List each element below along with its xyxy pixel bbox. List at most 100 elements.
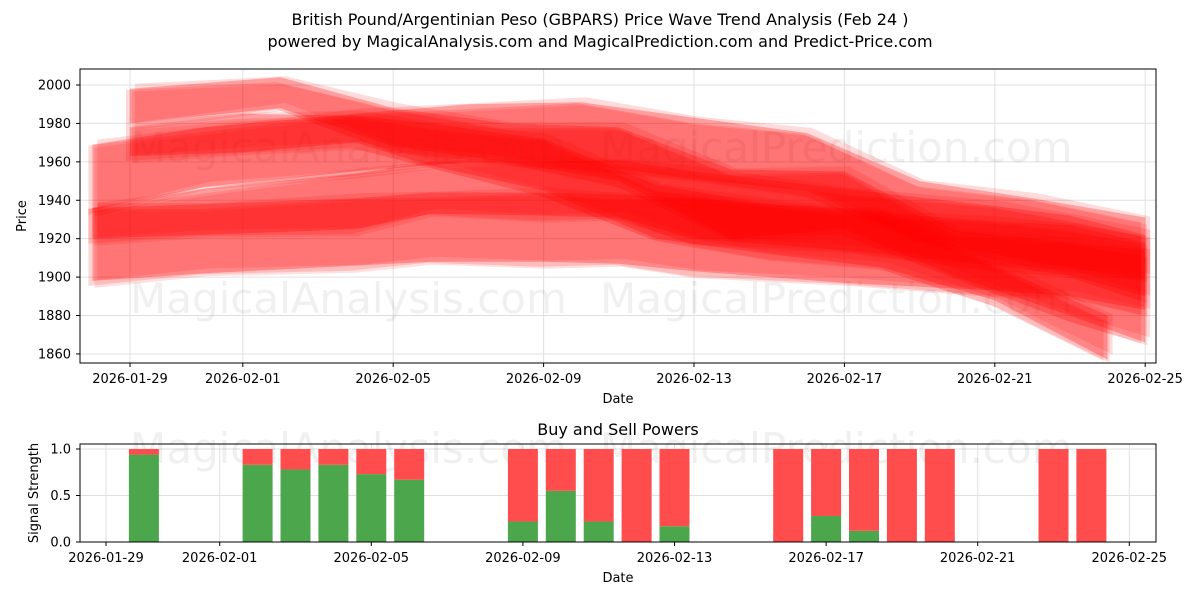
y-tick-label: 0.0: [50, 536, 71, 551]
x-tick-label: 2026-02-01: [205, 372, 281, 387]
sell-bar: [583, 449, 614, 522]
lower-plot-frame: [79, 443, 1157, 543]
buy-bar: [128, 454, 159, 542]
main-x-axis: 2026-01-29 2026-02-01 2026-02-05 2026-02-09…: [92, 363, 1183, 387]
buy-bar: [545, 490, 576, 542]
main-watermarks: MagicalAnalysis.com MagicalPrediction.co…: [130, 123, 1073, 323]
price-wave-panel: MagicalAnalysis.com MagicalPrediction.co…: [15, 68, 1183, 407]
buy-sell-title: Buy and Sell Powers: [537, 420, 699, 439]
x-tick-label: 2026-02-21: [957, 372, 1033, 387]
wave-band: [97, 187, 1151, 309]
buy-bar: [507, 521, 538, 542]
x-tick-label: 2026-01-29: [92, 372, 168, 387]
x-tick-label: 2026-02-17: [807, 372, 883, 387]
watermark-prediction-bottom: MagicalPrediction.com: [600, 274, 1073, 323]
sell-bar: [507, 449, 538, 522]
wave-band: [132, 118, 1110, 363]
lower-y-axis-label: Signal Strength: [27, 443, 42, 543]
sell-bar: [356, 449, 387, 475]
price-wave-bands: [88, 76, 1151, 363]
x-tick-label: 2026-02-13: [656, 372, 732, 387]
sell-bar: [849, 449, 879, 531]
sell-bar: [318, 449, 349, 465]
buy-bar: [394, 479, 425, 542]
y-tick-label: 1920: [38, 232, 71, 247]
x-tick-label: 2026-02-21: [940, 551, 1016, 566]
x-tick-label: 2026-01-29: [68, 551, 144, 566]
sell-bar: [886, 449, 917, 542]
main-y-axis-label: Price: [15, 200, 30, 232]
wave-band: [88, 193, 1142, 315]
x-tick-label: 2026-02-09: [485, 551, 561, 566]
watermark-analysis-lower: MagicalAnalysis.com: [130, 424, 567, 473]
lower-x-axis: 2026-01-29 2026-02-01 2026-02-05 2026-02-09…: [68, 542, 1167, 566]
sell-bar: [924, 449, 955, 542]
buy-bar: [280, 469, 311, 542]
wave-band: [126, 82, 1142, 344]
watermark-analysis-bottom: MagicalAnalysis.com: [130, 274, 567, 323]
chart-subtitle: powered by MagicalAnalysis.com and Magic…: [267, 32, 933, 51]
y-tick-label: 1.0: [50, 443, 71, 458]
x-tick-label: 2026-02-09: [506, 372, 582, 387]
wave-band: [130, 77, 1146, 343]
buy-bar: [583, 521, 614, 542]
buy-sell-bars: [128, 449, 1107, 542]
sell-bar: [242, 449, 273, 465]
x-tick-label: 2026-02-05: [334, 551, 410, 566]
sell-bar: [773, 449, 804, 542]
wave-band: [135, 76, 1151, 338]
sell-bar: [621, 449, 652, 542]
y-tick-label: 1960: [38, 155, 71, 170]
wave-band: [126, 116, 1104, 361]
y-tick-label: 1860: [38, 347, 71, 362]
x-tick-label: 2026-02-25: [1107, 372, 1183, 387]
wave-band: [130, 113, 1108, 360]
wave-band: [97, 156, 1151, 296]
watermark-analysis-top: MagicalAnalysis.com: [130, 123, 567, 172]
y-tick-label: 1940: [38, 194, 71, 209]
main-y-axis: 1860 1880 1900 1920 1940 1960 1980 2000: [38, 79, 80, 362]
wave-band: [88, 103, 1142, 280]
buy-bar: [811, 515, 842, 542]
x-tick-label: 2026-02-05: [355, 372, 431, 387]
buy-bar: [659, 526, 690, 542]
buy-bar: [242, 464, 273, 542]
chart-title: British Pound/Argentinian Peso (GBPARS) …: [291, 10, 909, 29]
main-grid: [80, 69, 1156, 363]
sell-bar: [659, 449, 690, 527]
wave-band: [92, 159, 1146, 297]
wave-band: [97, 97, 1151, 274]
y-tick-label: 0.5: [50, 489, 71, 504]
lower-y-axis: 0.0 0.5 1.0: [50, 443, 80, 551]
sell-bar: [1076, 449, 1107, 542]
main-plot-frame: [79, 68, 1157, 364]
x-tick-label: 2026-02-17: [788, 551, 864, 566]
buy-sell-panel: Buy and Sell Powers MagicalAnalysis.com …: [27, 420, 1167, 586]
buy-bar: [356, 474, 387, 542]
wave-band: [88, 162, 1142, 302]
watermark-prediction-top: MagicalPrediction.com: [600, 123, 1073, 172]
wave-band: [94, 105, 1148, 282]
sell-bar: [128, 449, 159, 455]
y-tick-label: 1900: [38, 271, 71, 286]
buy-bar: [318, 464, 349, 542]
y-tick-label: 1880: [38, 309, 71, 324]
wave-band: [135, 110, 1113, 355]
y-tick-label: 1980: [38, 117, 71, 132]
x-tick-label: 2026-02-01: [182, 551, 258, 566]
buy-bar: [849, 530, 879, 542]
wave-band: [94, 195, 1148, 317]
lower-x-axis-label: Date: [602, 571, 633, 586]
wave-band: [94, 164, 1148, 304]
sell-bar: [1038, 449, 1069, 542]
sell-bar: [545, 449, 576, 491]
sell-bar: [811, 449, 842, 516]
sell-bar: [394, 449, 425, 480]
wave-band: [92, 102, 1146, 279]
x-tick-label: 2026-02-25: [1092, 551, 1168, 566]
main-x-axis-label: Date: [602, 392, 633, 407]
wave-band: [132, 84, 1148, 346]
x-tick-label: 2026-02-13: [637, 551, 713, 566]
sell-bar: [280, 449, 311, 470]
